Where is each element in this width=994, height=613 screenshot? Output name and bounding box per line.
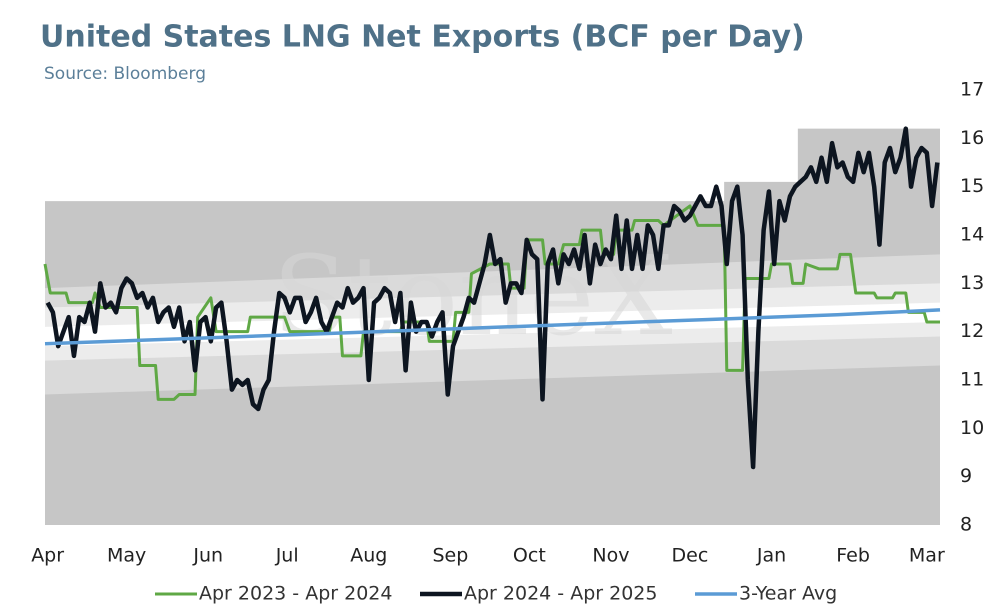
y-tick-label: 8 <box>960 514 972 536</box>
x-tick-label: Aug <box>350 545 387 567</box>
x-tick-label: Feb <box>836 545 870 567</box>
y-tick-label: 14 <box>960 224 984 246</box>
y-tick-label: 12 <box>960 320 984 342</box>
x-tick-label: May <box>107 545 146 567</box>
y-tick-label: 9 <box>960 465 972 487</box>
legend-label: Apr 2023 - Apr 2024 <box>199 583 392 605</box>
series-line <box>45 126 940 470</box>
y-tick-label: 17 <box>960 79 984 101</box>
x-tick-label: Dec <box>672 545 709 567</box>
y-tick-label: 10 <box>960 417 984 439</box>
x-tick-label: Jun <box>192 545 223 567</box>
chart-subtitle: Source: Bloomberg <box>44 64 206 84</box>
x-tick-label: Jan <box>756 545 786 567</box>
x-tick-label: Nov <box>592 545 629 567</box>
x-tick-label: Oct <box>513 545 546 567</box>
y-tick-label: 15 <box>960 175 984 197</box>
legend-label: 3-Year Avg <box>739 583 837 605</box>
y-tick-label: 13 <box>960 272 984 294</box>
x-tick-label: Sep <box>432 545 468 567</box>
series-line <box>44 308 941 346</box>
x-tick-label: Jul <box>275 545 299 567</box>
x-tick-label: Apr <box>31 545 64 567</box>
legend-label: Apr 2024 - Apr 2025 <box>464 583 657 605</box>
chart-title: United States LNG Net Exports (BCF per D… <box>40 20 805 55</box>
x-tick-label: Mar <box>909 545 945 567</box>
series-line <box>43 204 940 401</box>
y-tick-label: 16 <box>960 127 984 149</box>
y-tick-label: 11 <box>960 369 984 391</box>
